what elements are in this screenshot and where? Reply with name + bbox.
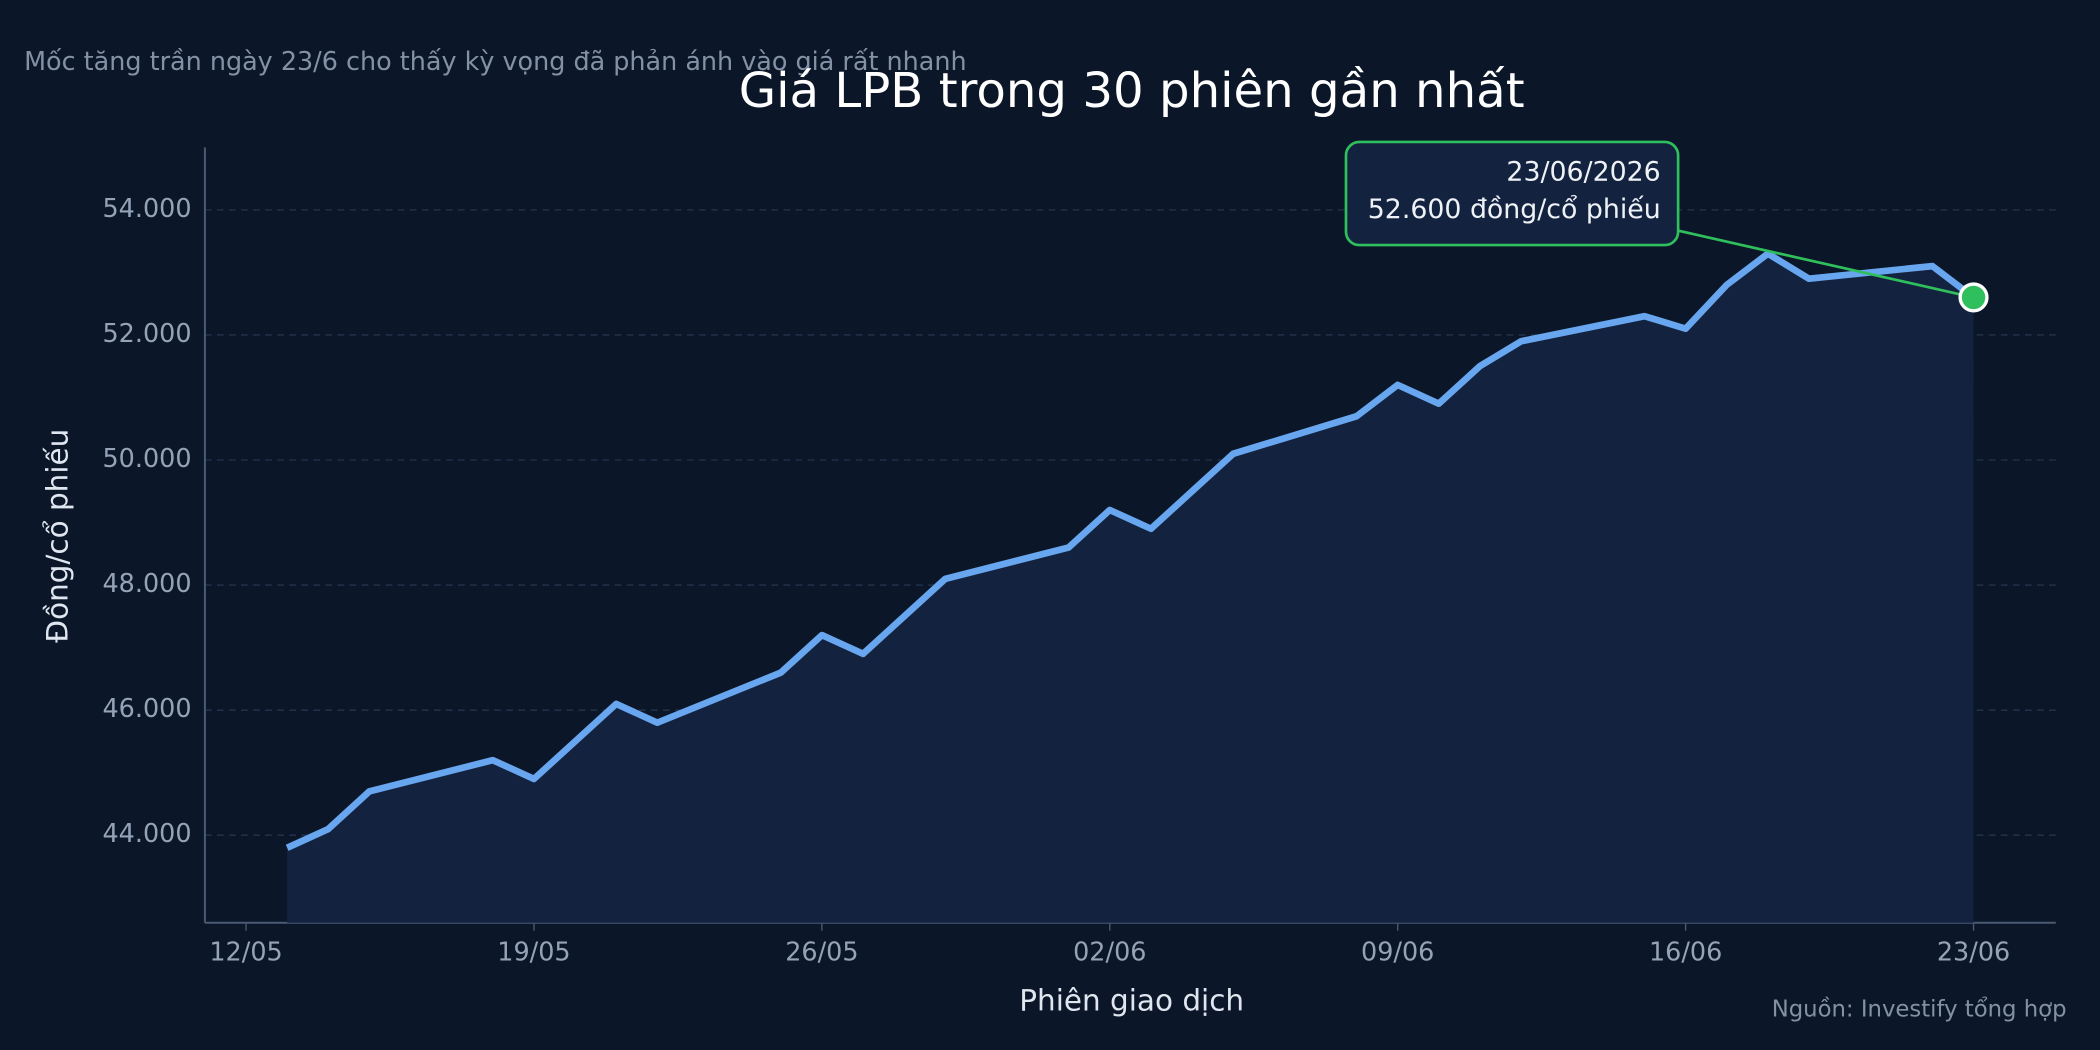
area bbox=[287, 253, 1974, 923]
y-tick-label: 54.000 bbox=[103, 193, 192, 223]
x-tick-label: 26/05 bbox=[785, 937, 858, 967]
x-tick-label: 02/06 bbox=[1073, 937, 1146, 967]
chart-title: Giá LPB trong 30 phiên gần nhất bbox=[739, 63, 1525, 119]
line bbox=[285, 250, 1976, 851]
x-tick-label: 16/06 bbox=[1649, 937, 1722, 967]
y-axis-label: Đồng/cổ phiếu bbox=[39, 429, 74, 643]
y-tick-label: 46.000 bbox=[103, 693, 192, 723]
y-tick-label: 52.000 bbox=[103, 318, 192, 348]
y-tick-label: 50.000 bbox=[103, 443, 192, 473]
annotation-box bbox=[1344, 140, 1680, 247]
annotation-connector bbox=[1676, 229, 1974, 299]
subtitle: Mốc tăng trần ngày 23/6 cho thấy kỳ vọng… bbox=[24, 46, 967, 76]
annotation-date: 23/06/2026 bbox=[1506, 156, 1660, 187]
y-tick-label: 48.000 bbox=[103, 568, 192, 598]
x-tick-label: 23/06 bbox=[1937, 937, 2010, 967]
source: Nguồn: Investify tổng hợp bbox=[1772, 996, 2067, 1022]
x-tick-label: 09/06 bbox=[1361, 937, 1434, 967]
x-axis-label: Phiên giao dịch bbox=[1019, 983, 1244, 1017]
annotation-text: 52.600 đồng/cổ phiếu bbox=[1368, 194, 1661, 225]
highlight-point bbox=[1958, 282, 1989, 313]
y-tick-label: 44.000 bbox=[103, 818, 192, 848]
x-tick-label: 12/05 bbox=[209, 937, 282, 967]
x-tick-label: 19/05 bbox=[497, 937, 570, 967]
